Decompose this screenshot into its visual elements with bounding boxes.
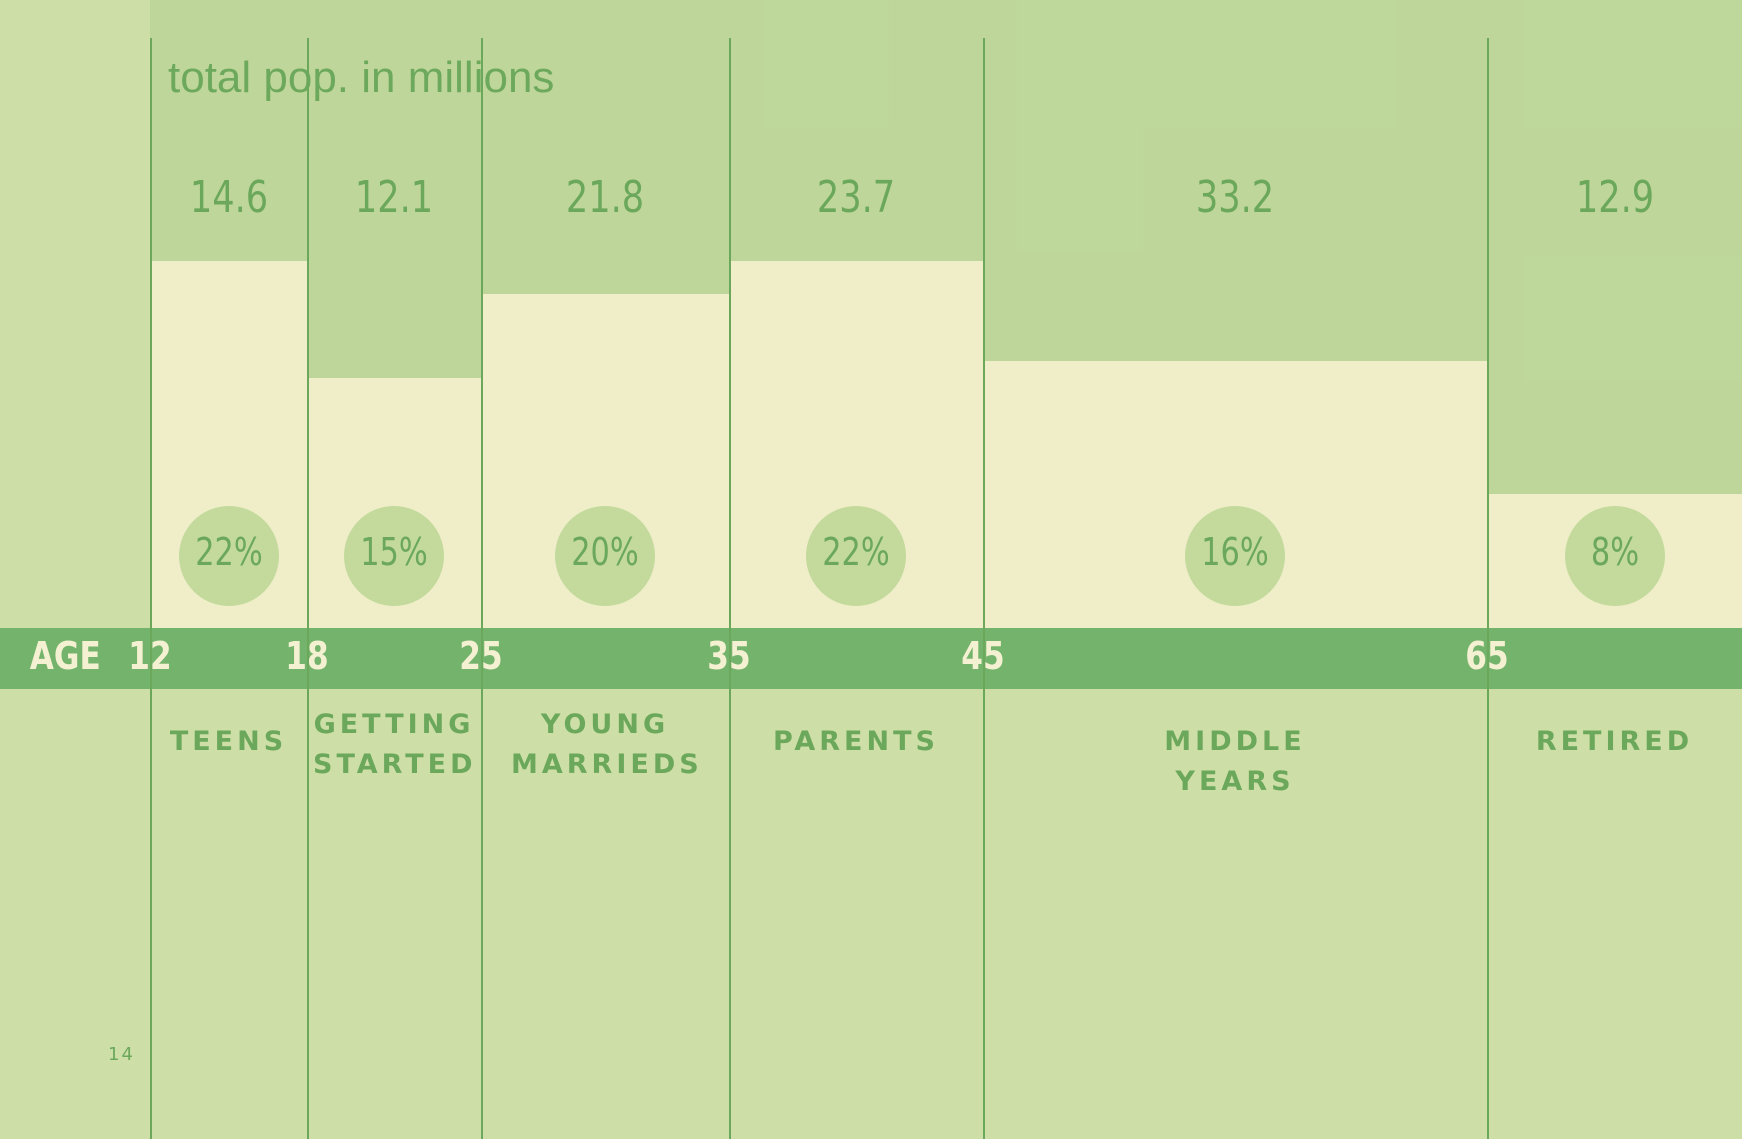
value-label: 22% xyxy=(165,530,293,574)
divider-line xyxy=(150,38,152,1139)
divider-line xyxy=(481,38,483,1139)
divider-line xyxy=(307,38,309,1139)
infographic: total pop. in millions 14 22%14.6TEENS15… xyxy=(0,0,1742,1139)
value-label: 22% xyxy=(792,530,920,574)
population-label: 33.2 xyxy=(1155,172,1315,223)
category-label: PARENTS xyxy=(762,722,950,762)
divider-line xyxy=(983,38,985,1139)
value-label: 20% xyxy=(541,530,669,574)
population-label: 12.1 xyxy=(314,172,474,223)
x-axis-label: AGE xyxy=(30,634,101,678)
population-label: 14.6 xyxy=(149,172,309,223)
population-label: 23.7 xyxy=(776,172,936,223)
category-label: GETTING STARTED xyxy=(313,705,475,785)
divider-line xyxy=(729,38,731,1139)
value-label: 16% xyxy=(1171,530,1299,574)
category-label: RETIRED xyxy=(1521,722,1709,762)
value-label: 15% xyxy=(330,530,458,574)
value-label: 8% xyxy=(1551,530,1679,574)
category-label: YOUNG MARRIEDS xyxy=(511,705,699,785)
page-number: 14 xyxy=(108,1044,135,1065)
population-label: 21.8 xyxy=(525,172,685,223)
category-label: MIDDLE YEARS xyxy=(1141,722,1329,802)
population-label: 12.9 xyxy=(1535,172,1695,223)
category-label: TEENS xyxy=(156,722,301,762)
divider-line xyxy=(1487,38,1489,1139)
